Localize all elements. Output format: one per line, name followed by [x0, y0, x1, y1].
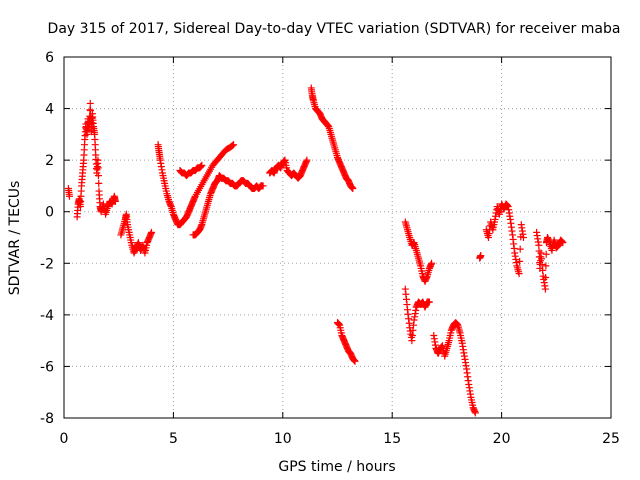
data-point-marker: [515, 270, 523, 278]
chart-title: Day 315 of 2017, Sidereal Day-to-day VTE…: [48, 21, 621, 37]
series-seg02: [73, 99, 119, 221]
data-point-marker: [86, 99, 94, 107]
data-point-marker: [198, 161, 206, 169]
series-seg03: [117, 210, 156, 257]
data-point-marker: [230, 141, 238, 149]
series-seg04: [154, 141, 238, 229]
y-tick-label: -4: [40, 308, 54, 324]
data-point-marker: [516, 257, 524, 265]
data-point-marker: [94, 172, 102, 180]
series-seg13: [476, 252, 485, 262]
series-seg09: [334, 319, 359, 365]
series-seg15: [533, 228, 567, 293]
data-point-marker: [111, 197, 119, 205]
grid: [64, 57, 611, 418]
data-point-marker: [477, 252, 485, 260]
data-point-marker: [428, 259, 436, 267]
x-tick-label: 10: [274, 431, 292, 447]
data-point-marker: [519, 234, 527, 241]
data-point-marker: [541, 285, 549, 293]
data-point-marker: [349, 185, 357, 193]
series-seg14: [482, 200, 527, 278]
x-tick-label: 5: [169, 431, 178, 447]
x-tick-label: 25: [602, 431, 620, 447]
x-tick-label: 15: [383, 431, 401, 447]
y-tick-label: -8: [40, 411, 54, 427]
y-tick-label: 0: [45, 205, 54, 221]
y-tick-label: 2: [45, 153, 54, 169]
tick-labels: 0 5 10 15 20 25 -8 -6 -4 -2 0 2 4 6: [40, 50, 620, 447]
data-point-marker: [303, 156, 311, 164]
x-tick-label: 20: [493, 431, 511, 447]
data-point-marker: [542, 262, 550, 270]
series-seg11: [401, 285, 433, 345]
series-seg08: [307, 84, 357, 193]
data-point-marker: [516, 245, 524, 253]
data-point-marker: [542, 273, 550, 281]
data-point-marker: [559, 239, 567, 247]
plot-frame: [63, 56, 612, 419]
data-point-marker: [542, 250, 550, 258]
series-seg07: [266, 156, 311, 182]
x-tick-label: 0: [60, 431, 69, 447]
data-point-marker: [259, 182, 267, 190]
data-point-marker: [95, 179, 103, 187]
data-point-marker: [471, 409, 479, 417]
x-axis-label: GPS time / hours: [278, 459, 395, 475]
series-seg12: [430, 319, 479, 417]
y-tick-label: -6: [40, 359, 54, 375]
data-point-marker: [148, 228, 156, 236]
y-axis-label: SDTVAR / TECUs: [7, 181, 23, 296]
data-point-marker: [65, 192, 73, 200]
data-point-marker: [425, 298, 433, 306]
y-tick-label: 4: [45, 102, 54, 118]
series-seg06: [189, 172, 267, 239]
data-point-marker: [94, 164, 102, 172]
series-seg01: [64, 185, 73, 200]
series-seg10: [401, 218, 436, 285]
data-point-marker: [351, 357, 359, 365]
y-tick-label: -2: [40, 256, 54, 272]
data-point-marker: [229, 141, 237, 149]
series-seg05: [176, 161, 206, 180]
data-point-marker: [228, 142, 236, 150]
data-points: [64, 84, 567, 417]
data-point-marker: [94, 156, 102, 164]
y-tick-label: 6: [45, 50, 54, 66]
